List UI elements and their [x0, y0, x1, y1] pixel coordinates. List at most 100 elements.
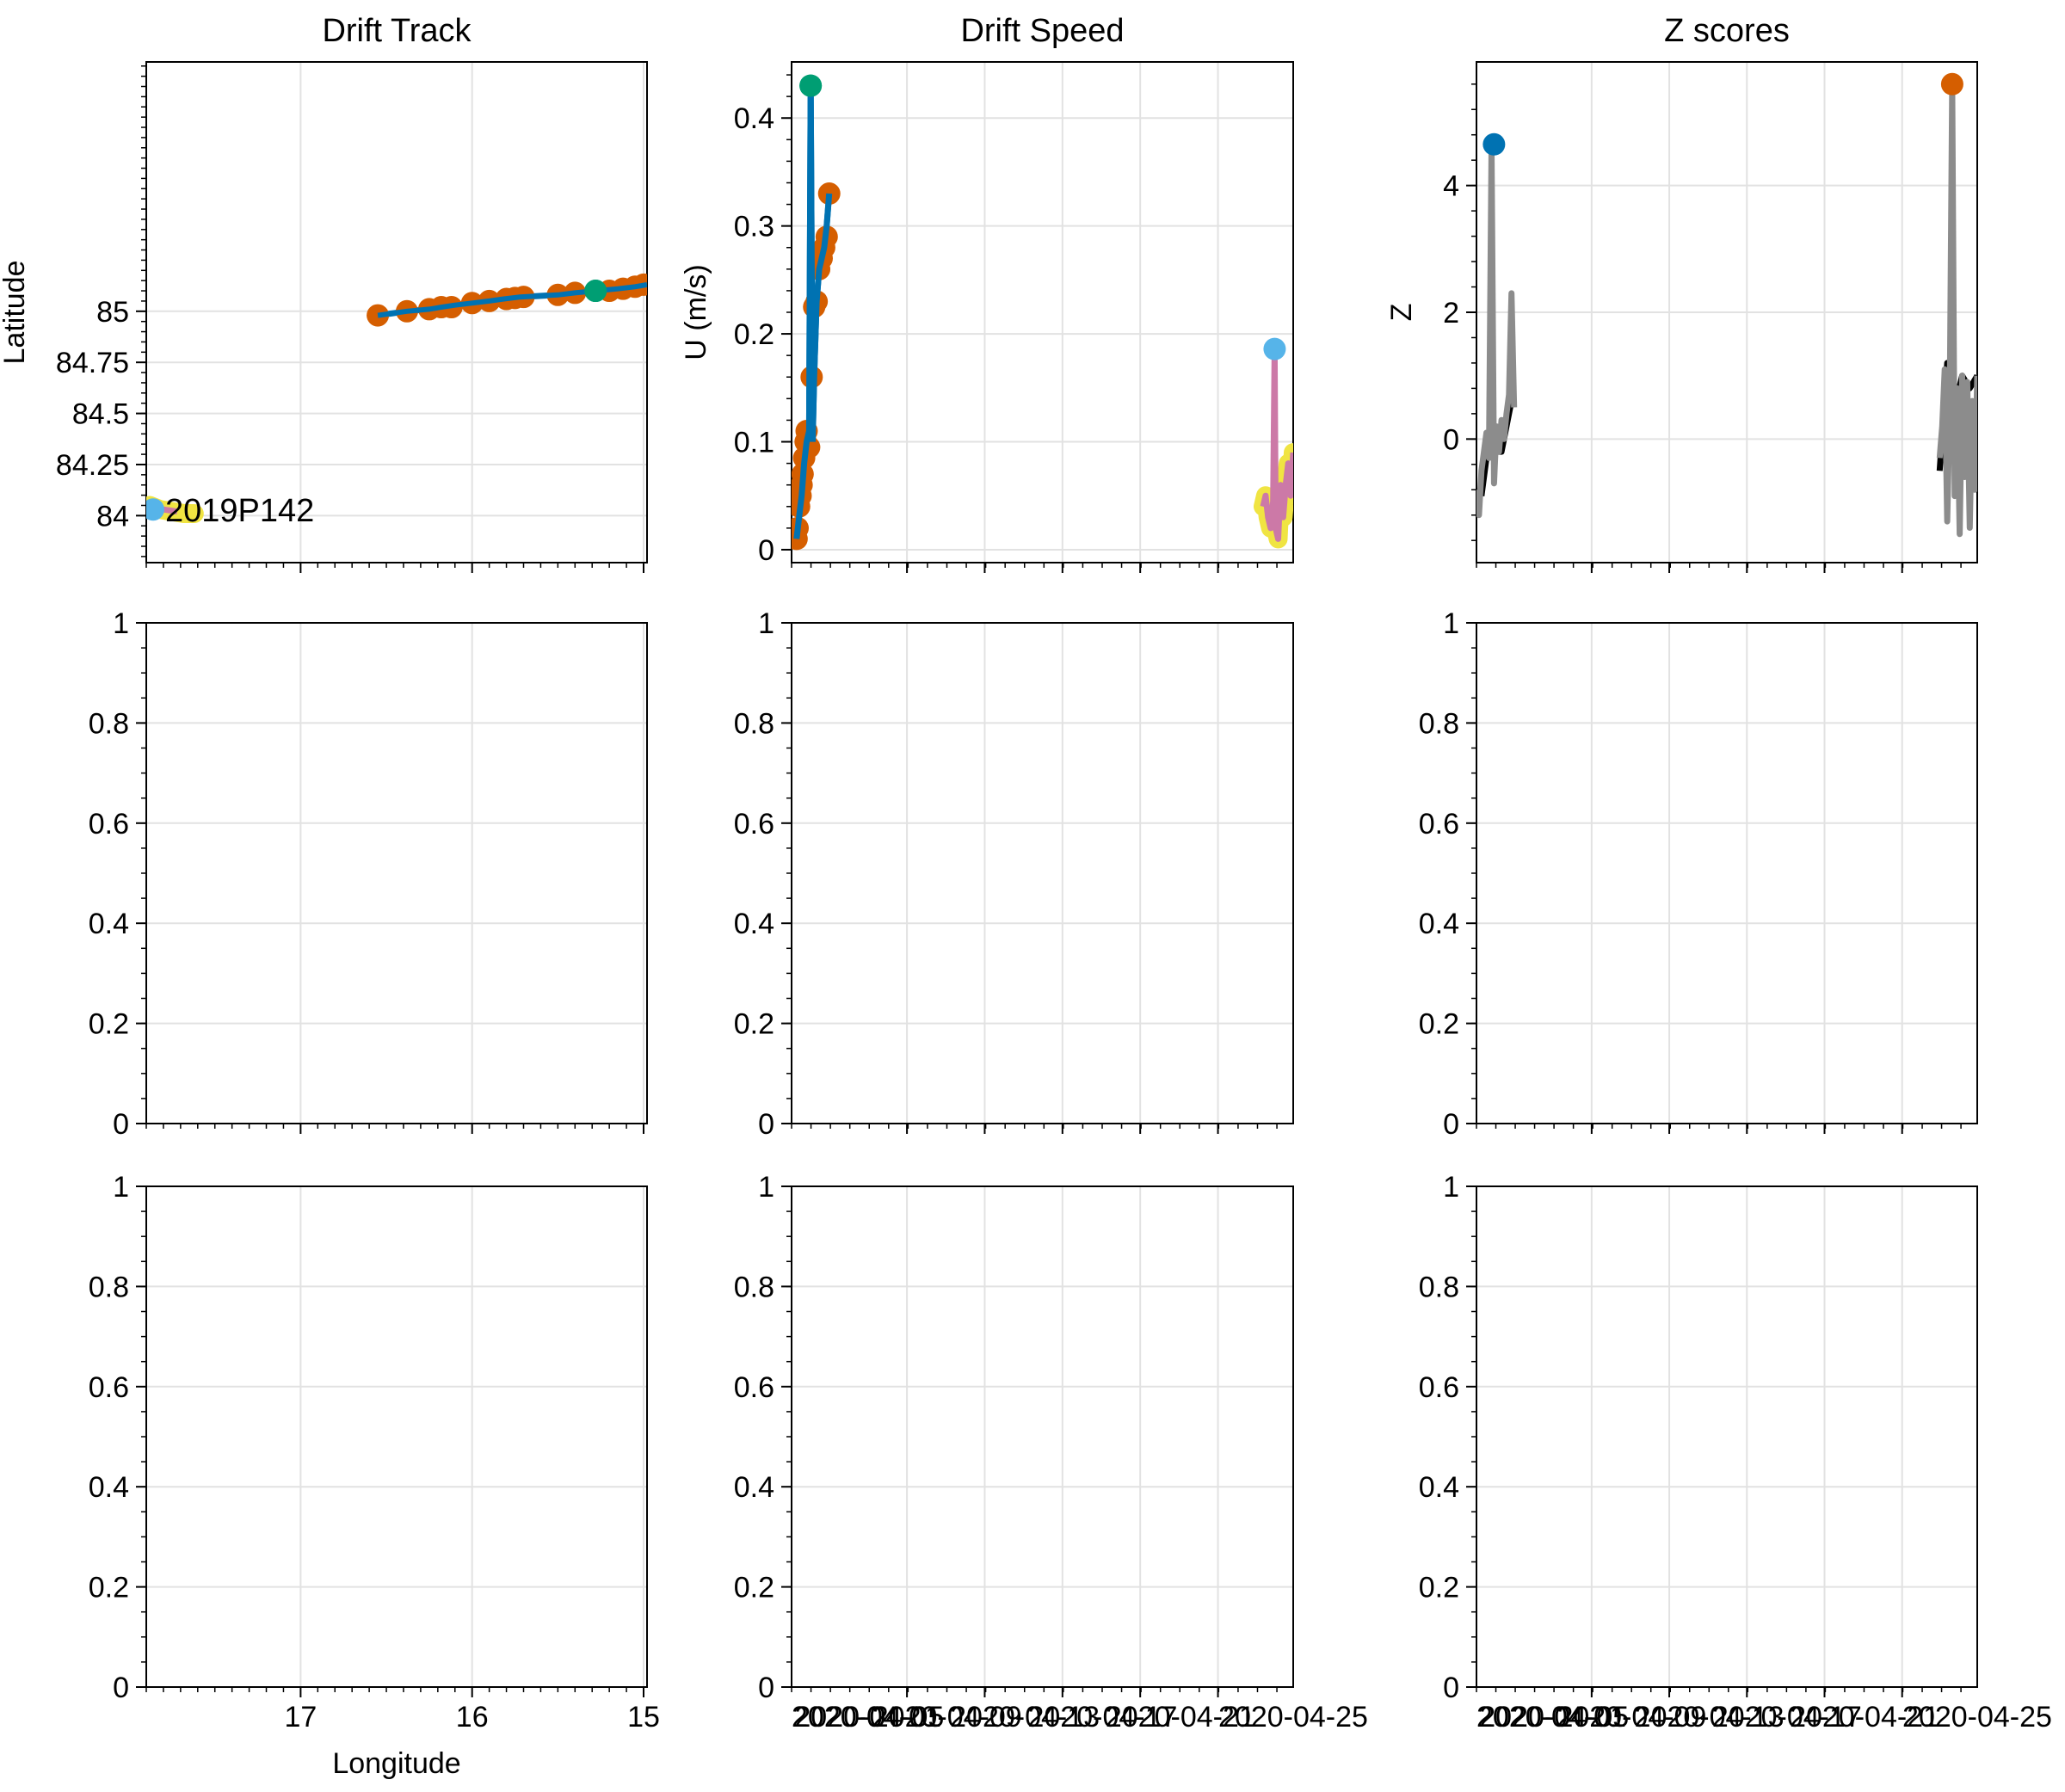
series-z-gray-buoy1	[1476, 145, 1518, 519]
axes-frame	[791, 622, 1294, 1124]
xtick-label: 2020-04-21	[1106, 1701, 1255, 1733]
ytick-label: 0.6	[734, 808, 774, 841]
ytick-label: 1	[1443, 1171, 1459, 1204]
y-axis-label: Z	[1385, 304, 1418, 322]
ytick-label: 0.2	[734, 318, 774, 351]
ytick-label: 85	[96, 296, 129, 329]
ytick-label: 0.4	[89, 1471, 129, 1504]
axes-frame	[145, 61, 648, 563]
ytick-label: 0.6	[89, 808, 129, 841]
xtick-label: 17	[284, 1701, 317, 1733]
xtick-label: 2020-04-01	[1476, 1701, 1626, 1733]
ytick-label: 1	[113, 607, 129, 640]
xtick-label: 2020-04-09	[1556, 1701, 1706, 1733]
ytick-label: 0.2	[734, 1572, 774, 1604]
buoy-annotation: 2019P142	[165, 493, 314, 529]
highlight-point	[1482, 132, 1506, 156]
xtick-label: 2020-04-25	[1218, 1701, 1368, 1733]
ytick-label: 0	[1443, 1108, 1459, 1141]
ytick-label: 0.6	[1419, 808, 1459, 841]
x-axis-label: Longitude	[332, 1747, 460, 1780]
panel-row3-col3: 00.20.40.60.812020-04-012020-04-052020-0…	[1419, 1171, 2052, 1733]
ytick-label: 0.4	[1419, 1471, 1459, 1504]
ytick-label: 0	[758, 1672, 774, 1704]
ytick-label: 1	[1443, 607, 1459, 640]
ytick-label: 0.1	[734, 427, 774, 459]
ytick-label: 84.75	[56, 347, 129, 379]
ytick-label: 0.3	[734, 211, 774, 243]
ytick-label: 0.8	[734, 707, 774, 740]
xtick-label: 2020-04-01	[792, 1701, 941, 1733]
xtick-label: 2020-04-05	[1479, 1701, 1629, 1733]
ytick-label: 0.6	[734, 1371, 774, 1404]
ytick-label: 0.4	[734, 908, 774, 940]
ytick-label: 0.4	[734, 102, 774, 135]
panel-row3-col1: 0 0.2 0.4 0.6 0.8 1 17 16 15 Longitude	[89, 1171, 660, 1780]
series-group	[1476, 72, 1977, 538]
panel-title: Z scores	[1664, 13, 1790, 49]
series-speed-line-buoy2	[1260, 347, 1293, 542]
panel-title: Drift Speed	[960, 13, 1124, 49]
ytick-label: 0	[758, 1108, 774, 1141]
ytick-label: 0.8	[89, 1271, 129, 1303]
ytick-label: 1	[758, 607, 774, 640]
speed-line-overlay	[793, 85, 833, 539]
axes-frame	[145, 622, 648, 1124]
ytick-label: 0.4	[1419, 908, 1459, 940]
panel-row1-col1: 84 84.25 84.5 84.75 85 Drift Track Latitude 201…	[0, 13, 648, 573]
ytick-label: 0.2	[734, 1008, 774, 1041]
ytick-label: 0.8	[1419, 1271, 1459, 1303]
axes-frame	[145, 1185, 648, 1688]
ytick-label: 0.2	[89, 1008, 129, 1041]
ytick-label: 4	[1443, 170, 1459, 203]
xtick-label: 2020-04-05	[794, 1701, 944, 1733]
xtick-label: 2020-04-25	[1902, 1701, 2052, 1733]
ytick-label: 1	[113, 1171, 129, 1204]
data-point	[367, 304, 390, 327]
ytick-label: 0.2	[89, 1572, 129, 1604]
ytick-label: 84.5	[72, 398, 129, 431]
xtick-label: 2020-04-13	[1635, 1701, 1785, 1733]
highlight-point	[146, 498, 164, 521]
ytick-label: 84	[96, 500, 129, 533]
panel-row2-col2: 0 0.2 0.4 0.6 0.8 1	[734, 607, 1294, 1141]
xtick-label: 2020-04-09	[872, 1701, 1022, 1733]
highlight-point	[799, 74, 823, 97]
ytick-label: 0.6	[1419, 1371, 1459, 1404]
y-axis-label: U (m/s)	[680, 264, 712, 360]
ytick-label: 0.8	[734, 1271, 774, 1303]
panel-row1-col3: 0 2 4 Z scores Z	[1385, 13, 1978, 573]
ytick-label: 0.2	[1419, 1008, 1459, 1041]
ytick-label: 0.8	[89, 707, 129, 740]
xtick-label: 2020-04-17	[1712, 1701, 1862, 1733]
ytick-label: 0	[1443, 423, 1459, 456]
axes-frame	[791, 61, 1294, 563]
xtick-label: 2020-04-21	[1790, 1701, 1939, 1733]
xtick-label: 2020-04-13	[950, 1701, 1100, 1733]
series-z-gray-buoy2	[1936, 81, 1977, 538]
ytick-label: 0.4	[89, 908, 129, 940]
highlight-point	[1263, 337, 1286, 360]
panel-title: Drift Track	[322, 13, 472, 49]
ytick-label: 2	[1443, 297, 1459, 329]
ytick-label: 0	[113, 1672, 129, 1704]
xtick-label: 2020-04-17	[1027, 1701, 1177, 1733]
ytick-label: 0.8	[1419, 707, 1459, 740]
highlight-point	[1940, 72, 1963, 95]
highlight-point	[584, 280, 607, 303]
xtick-label: 16	[456, 1701, 489, 1733]
axes-frame	[791, 1185, 1294, 1688]
ytick-label: 84.25	[56, 449, 129, 482]
panel-row2-col3: 0 0.2 0.4 0.6 0.8 1	[1419, 607, 1978, 1141]
ytick-label: 0	[758, 534, 774, 567]
axes-frame	[1476, 622, 1978, 1124]
panel-row2-col1: 0 0.2 0.4 0.6 0.8 1	[89, 607, 648, 1141]
ytick-label: 0.4	[734, 1471, 774, 1504]
series-group	[792, 74, 1293, 551]
track-line-overlay	[377, 281, 647, 318]
ytick-label: 1	[758, 1171, 774, 1204]
ytick-label: 0	[113, 1108, 129, 1141]
ytick-label: 0	[1443, 1672, 1459, 1704]
panel-row1-col2: 0 0.1 0.2 0.3 0.4 Drift Speed U (m/s)	[680, 13, 1294, 573]
